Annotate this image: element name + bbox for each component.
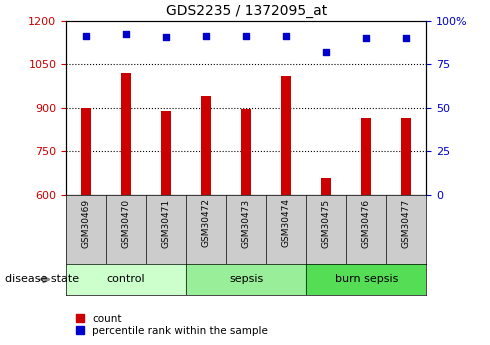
Bar <box>306 264 426 295</box>
Point <box>282 33 290 38</box>
Bar <box>321 178 331 195</box>
Text: burn sepsis: burn sepsis <box>335 275 398 284</box>
Bar <box>121 73 131 195</box>
Point <box>202 33 210 38</box>
Bar <box>361 118 371 195</box>
Text: GSM30469: GSM30469 <box>82 198 91 247</box>
Point <box>242 33 250 38</box>
Bar <box>161 111 171 195</box>
Text: GSM30477: GSM30477 <box>402 198 411 247</box>
Point <box>162 34 170 40</box>
Point <box>82 33 90 38</box>
Bar <box>81 108 91 195</box>
Bar <box>241 109 251 195</box>
Text: GSM30475: GSM30475 <box>322 198 331 247</box>
Text: sepsis: sepsis <box>229 275 263 284</box>
Text: GSM30472: GSM30472 <box>202 198 211 247</box>
Bar <box>401 118 411 195</box>
Text: GSM30473: GSM30473 <box>242 198 251 247</box>
Bar <box>66 264 186 295</box>
Bar <box>186 264 306 295</box>
Point <box>122 31 130 37</box>
Text: GSM30476: GSM30476 <box>362 198 371 247</box>
Point <box>402 36 410 41</box>
Bar <box>281 76 291 195</box>
Point <box>322 49 330 55</box>
Text: control: control <box>107 275 146 284</box>
Text: GSM30471: GSM30471 <box>162 198 171 247</box>
Title: GDS2235 / 1372095_at: GDS2235 / 1372095_at <box>166 4 327 18</box>
Legend: count, percentile rank within the sample: count, percentile rank within the sample <box>72 309 272 340</box>
Bar <box>201 96 211 195</box>
Text: disease state: disease state <box>5 275 79 284</box>
Text: GSM30470: GSM30470 <box>122 198 131 247</box>
Text: GSM30474: GSM30474 <box>282 198 291 247</box>
Point <box>363 36 370 41</box>
